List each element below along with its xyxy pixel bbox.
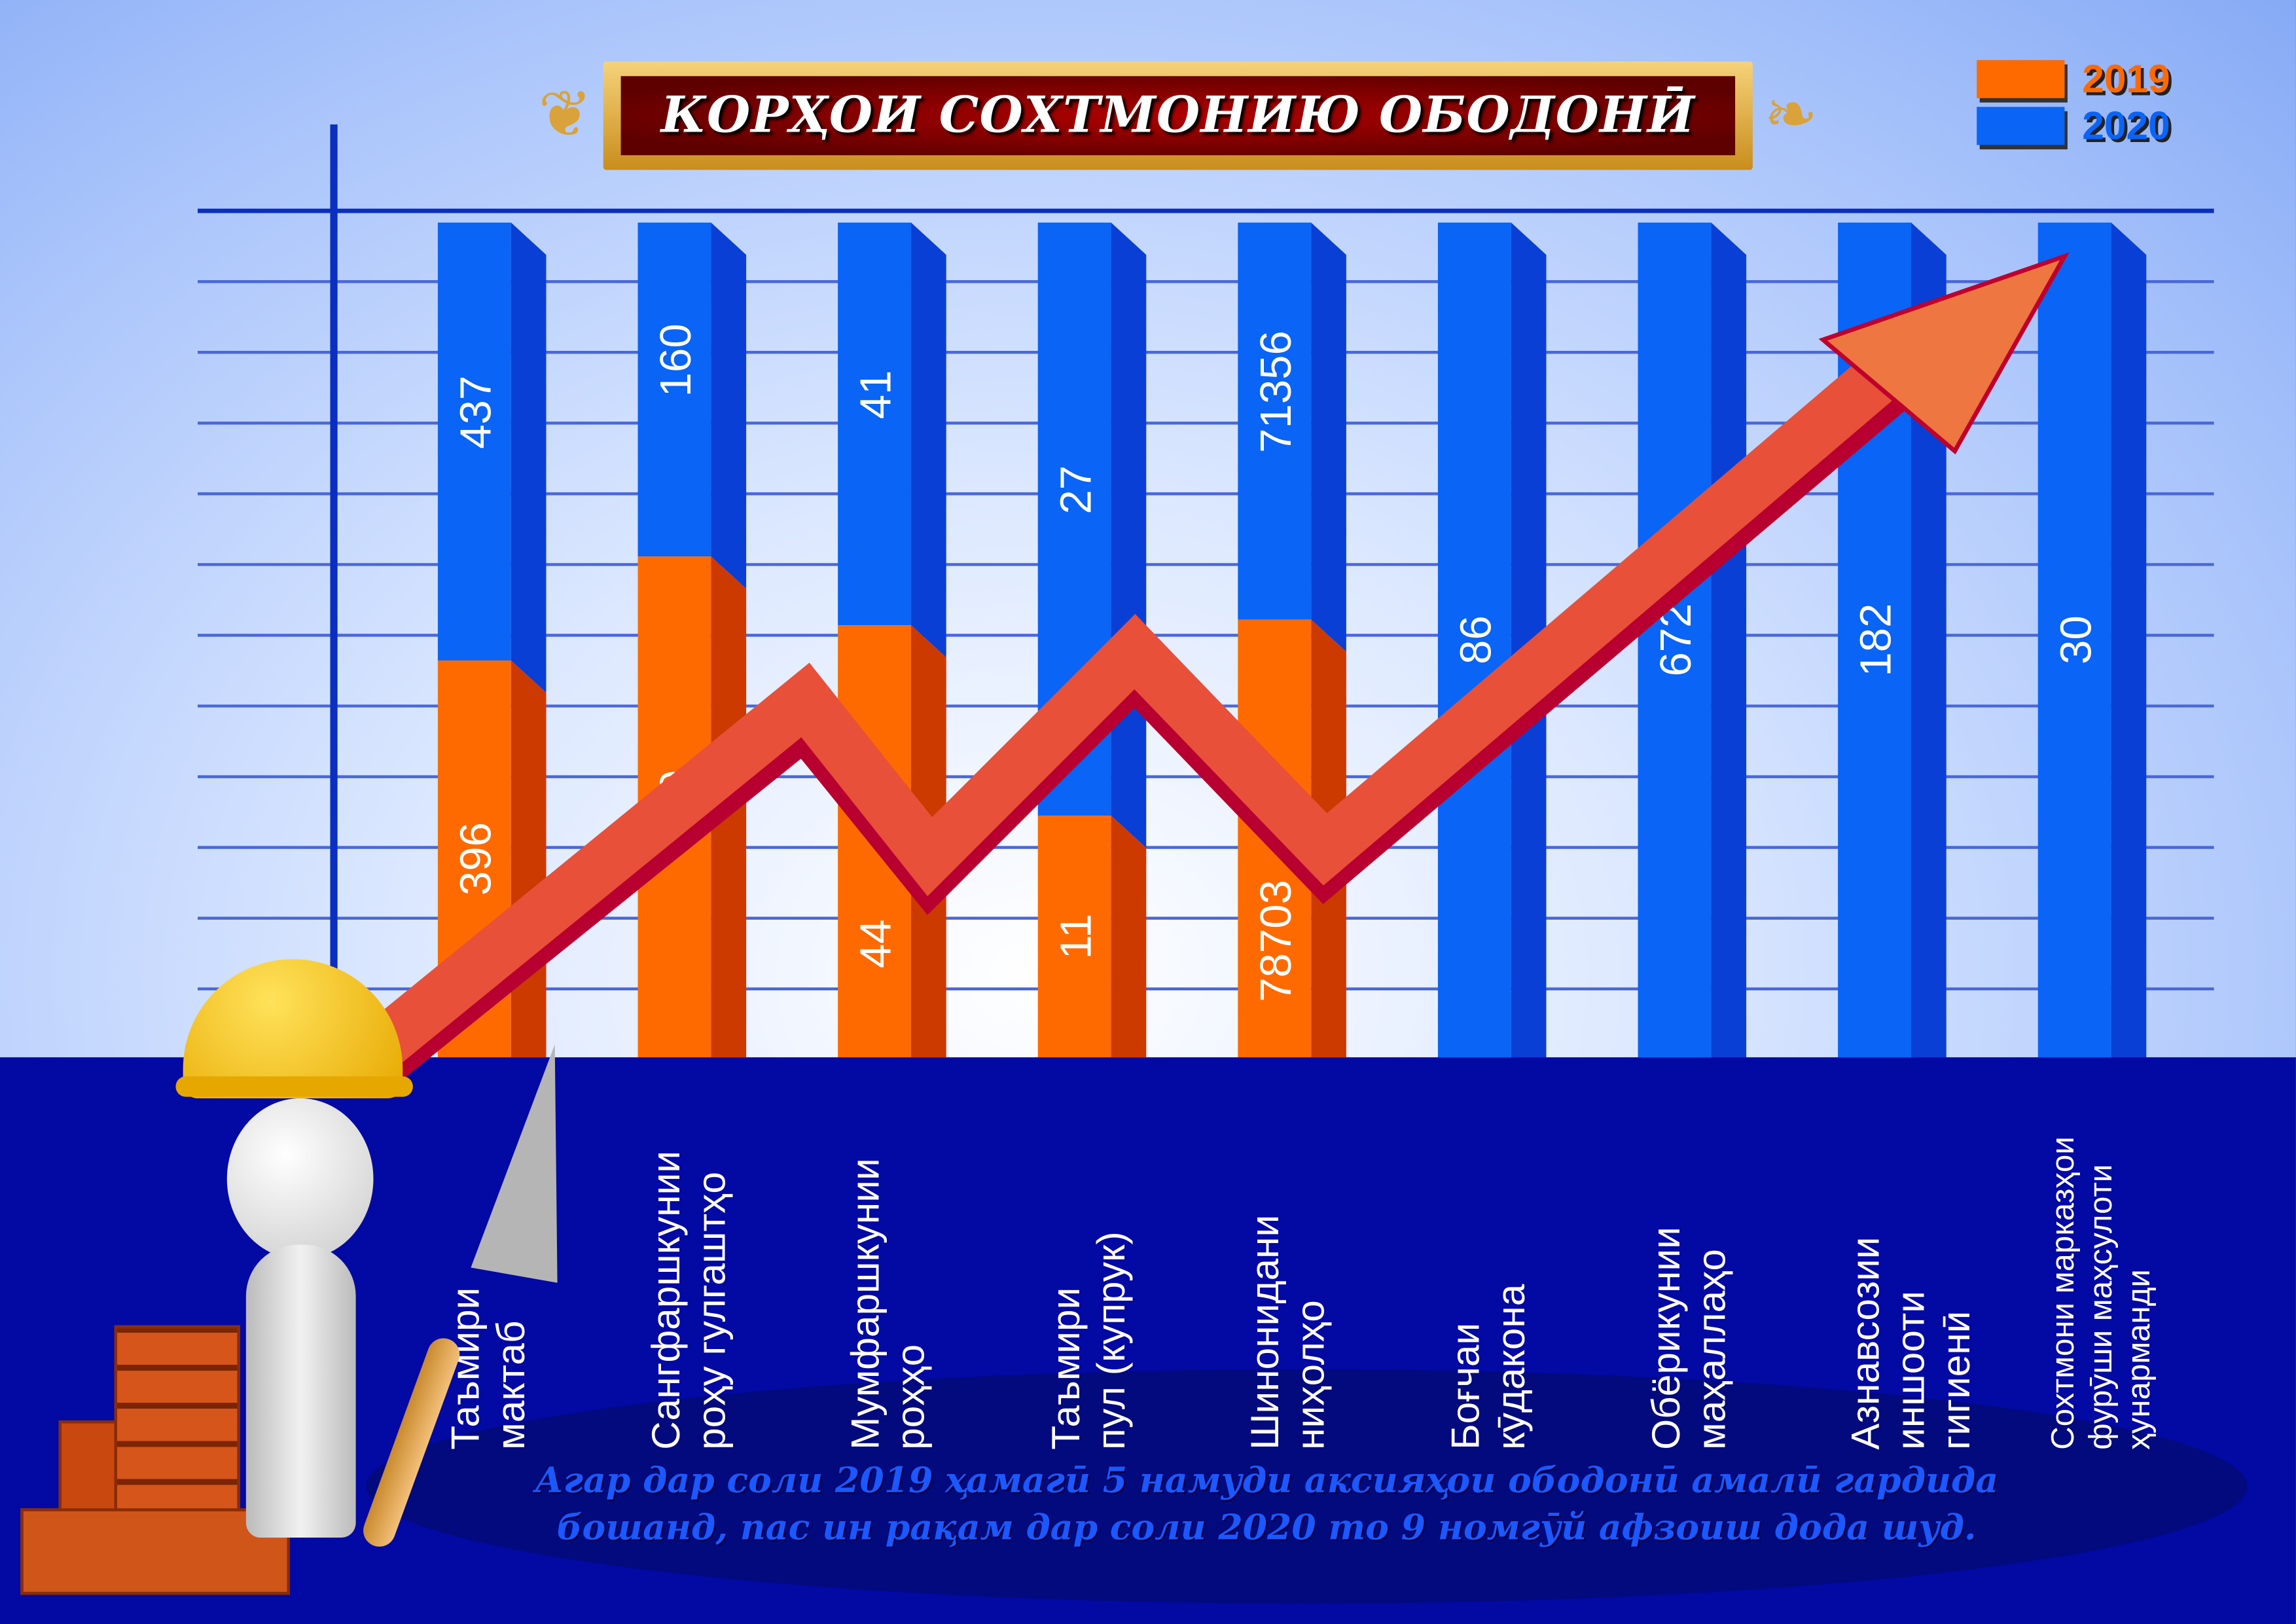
bar-group: 30: [2037, 223, 2147, 1090]
data-label-2020: 41: [852, 370, 901, 420]
bar-2020-side: [1311, 223, 1346, 652]
arrow-body: [361, 338, 1918, 1070]
x-tick-label: Мумфаршкунии роҳҳо: [844, 1158, 933, 1450]
data-label-2020: 160: [651, 323, 700, 397]
bar-2020: [1638, 223, 1712, 1058]
ornament-icon: ❦: [538, 79, 592, 151]
legend-swatch: [1977, 60, 2065, 98]
data-label-2020: 71356: [1251, 331, 1300, 453]
chart-title: КОРҲОИ СОХТМОНИЮ ОБОДОНӢ: [660, 86, 1695, 145]
summary-note: Агар дар соли 2019 ҳамагӣ 5 намуди аксия…: [439, 1457, 2094, 1551]
bar-2020-side: [2111, 223, 2147, 1090]
x-tick-label: Боғчаи кӯдакона: [1443, 1284, 1534, 1450]
data-label-2019: 11: [1051, 914, 1100, 960]
title-banner: ❦ ❧ КОРҲОИ СОХТМОНИЮ ОБОДОНӢ: [530, 58, 1826, 175]
legend-label: 2020: [2082, 103, 2170, 147]
data-label-2019: 78703: [1251, 880, 1300, 1002]
note-line: бошанд, пас ин рақам дар соли 2020 то 9 …: [556, 1505, 1977, 1548]
bar-2019: [1037, 816, 1111, 1058]
bar-2020-side: [1711, 223, 1747, 1090]
legend-item-2020: 2020: [1977, 103, 2170, 150]
bar-2020: [1437, 223, 1511, 1058]
x-tick-label: Обёрикунии маҳаллаҳо: [1643, 1227, 1733, 1450]
bar-2020-side: [711, 223, 747, 589]
legend-item-2019: 2019: [1977, 56, 2170, 103]
ornament-icon: ❧: [1763, 79, 1818, 151]
data-label-2020: 437: [451, 376, 500, 449]
bar-group: 672: [1638, 223, 1747, 1090]
x-tick-label: Сангфаршкунии роҳу гулгаштҳо: [643, 1151, 733, 1450]
legend: 2019 2020: [1977, 56, 2170, 149]
floor-ellipse: [366, 1369, 2248, 1604]
data-label-2020: 86: [1451, 615, 1500, 664]
data-label-2019: 396: [451, 822, 500, 895]
note-line: Агар дар соли 2019 ҳамагӣ 5 намуди аксия…: [535, 1458, 1999, 1502]
x-tick-label: Таъмири пул (купрук): [1043, 1231, 1134, 1450]
arrow-head: [1818, 252, 2070, 455]
data-label-2020: 27: [1051, 465, 1100, 514]
legend-swatch: [1977, 107, 2065, 145]
bar-2020: [637, 223, 711, 557]
x-tick-label: Таъмири мактаб: [443, 1287, 533, 1450]
bar-2020-side: [1910, 223, 1946, 1090]
bar-2019-side: [1111, 816, 1147, 1058]
bar-2020: [2037, 223, 2111, 1058]
bar-2020-side: [910, 223, 946, 658]
x-tick-label: Шинонидани ниҳолҳо: [1244, 1214, 1333, 1450]
bar-2020: [838, 223, 911, 626]
legend-label: 2019: [2082, 56, 2170, 101]
bar-2020-side: [511, 223, 547, 693]
bar-2020: [1238, 223, 1312, 620]
data-label-2019: 44: [852, 919, 901, 968]
x-tick-label: Сохтмони марказҳои фурӯши маҳсулоти ҳуна…: [2043, 1136, 2157, 1450]
arrow-shadow: [365, 351, 1923, 1081]
bar-2020: [437, 223, 511, 661]
x-tick-label: Азнавсозии иншооти гигиенӣ: [1844, 1236, 1979, 1450]
data-label-2020: 30: [2051, 615, 2100, 664]
data-label-2020: 182: [1852, 604, 1901, 677]
